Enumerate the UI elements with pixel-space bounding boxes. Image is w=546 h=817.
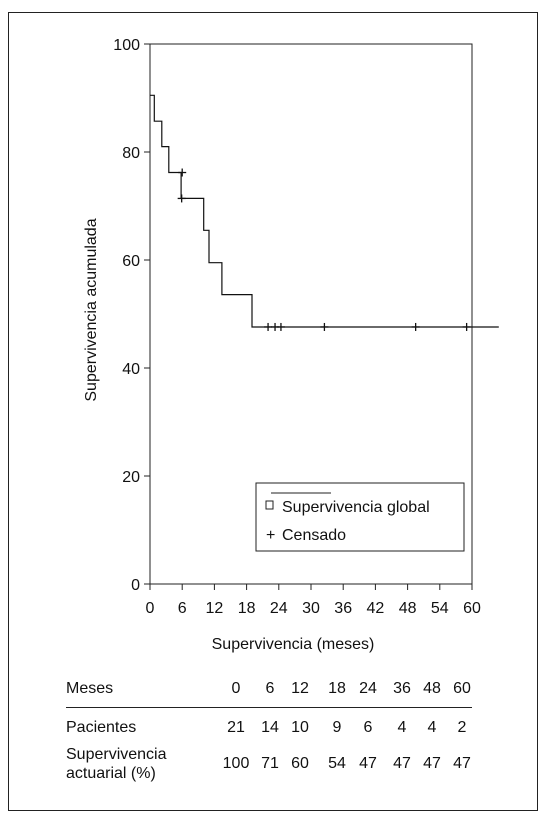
table-cell: 12 <box>291 680 309 697</box>
table-cell: 47 <box>393 755 411 772</box>
table-cell: 71 <box>261 755 279 772</box>
table-cell: 2 <box>457 719 467 736</box>
table-cell: 21 <box>227 719 245 736</box>
x-tick-label: 18 <box>238 600 256 617</box>
y-tick-label: 0 <box>131 577 140 594</box>
row-label-actuarial: actuarial (%) <box>66 765 156 782</box>
y-axis-title: Supervivencia acumulada <box>83 218 100 401</box>
table-cell: 9 <box>332 719 342 736</box>
legend-censored-marker: + <box>266 527 275 544</box>
y-axis-ticks: 0 20 40 60 80 100 <box>113 37 150 594</box>
x-tick-label: 24 <box>270 600 288 617</box>
table-cell: 6 <box>265 680 275 697</box>
table-cell: 10 <box>291 719 309 736</box>
table-cell: 60 <box>453 680 471 697</box>
table-cell: 54 <box>328 755 346 772</box>
table-cell: 14 <box>261 719 279 736</box>
table-cell: 0 <box>231 680 241 697</box>
table-cell: 36 <box>393 680 411 697</box>
row-label-pacientes: Pacientes <box>66 719 137 736</box>
x-tick-label: 0 <box>146 600 155 617</box>
legend-box <box>255 482 465 552</box>
table-divider <box>66 707 472 708</box>
table-cell: 47 <box>359 755 377 772</box>
x-tick-label: 60 <box>463 600 481 617</box>
legend-square-marker <box>265 500 274 510</box>
censored-marker <box>178 168 187 177</box>
table-cell: 18 <box>328 680 346 697</box>
table-cell: 48 <box>423 680 441 697</box>
censored-marker <box>411 322 420 331</box>
x-axis-ticks: 0 6 12 18 24 30 36 42 48 54 60 <box>146 584 481 617</box>
table-cell: 60 <box>291 755 309 772</box>
x-tick-label: 12 <box>206 600 224 617</box>
legend: Supervivencia global + Censado <box>255 482 465 552</box>
x-tick-label: 6 <box>178 600 187 617</box>
legend-entry-censored: Censado <box>282 527 346 544</box>
legend-entry-global: Supervivencia global <box>282 499 430 516</box>
y-tick-label: 100 <box>113 37 140 54</box>
table-cell: 24 <box>359 680 377 697</box>
figure-frame <box>8 12 538 811</box>
row-label-meses: Meses <box>66 680 114 697</box>
table-cell: 100 <box>222 755 250 772</box>
table-cell: 47 <box>453 755 471 772</box>
censored-marker <box>276 322 285 331</box>
table-cell: 6 <box>363 719 373 736</box>
table-cell: 4 <box>427 719 437 736</box>
x-tick-label: 30 <box>302 600 320 617</box>
row-label-supervivencia: Supervivencia <box>66 746 167 763</box>
censored-marker <box>320 322 329 331</box>
table-cell: 4 <box>397 719 407 736</box>
censored-marker <box>264 322 273 331</box>
censored-marker <box>462 322 471 331</box>
censored-marker <box>177 194 186 203</box>
y-tick-label: 60 <box>122 253 140 270</box>
x-tick-label: 54 <box>431 600 449 617</box>
x-tick-label: 36 <box>334 600 352 617</box>
y-tick-label: 40 <box>122 361 140 378</box>
survival-series <box>150 94 499 331</box>
y-tick-label: 80 <box>122 145 140 162</box>
x-tick-label: 42 <box>367 600 385 617</box>
x-axis-title: Supervivencia (meses) <box>212 636 375 653</box>
x-tick-label: 48 <box>399 600 417 617</box>
table-cell: 47 <box>423 755 441 772</box>
survival-step-line <box>150 94 499 328</box>
y-tick-label: 20 <box>122 469 140 486</box>
